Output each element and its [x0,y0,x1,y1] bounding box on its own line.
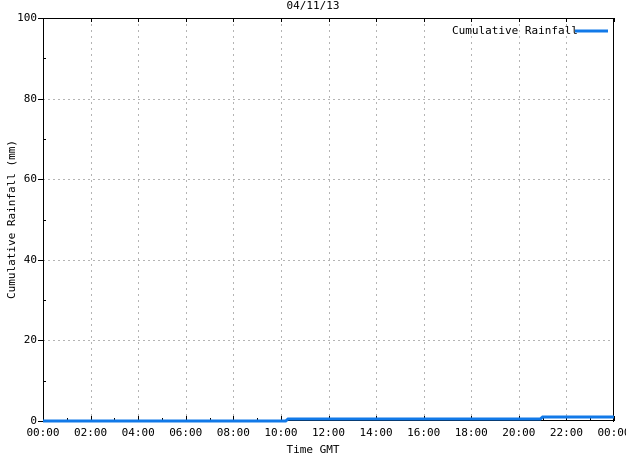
x-tick-label: 10:00 [264,426,298,439]
x-tick-label: 18:00 [454,426,488,439]
x-axis-label: Time GMT [286,443,340,456]
x-tick-label: 04:00 [121,426,155,439]
y-tick-label: 40 [23,252,37,266]
x-tick-label: 16:00 [407,426,441,439]
legend-entry-cumulative-rainfall: Cumulative Rainfall [452,24,578,37]
data-series-line-0 [43,415,614,423]
y-tick-label: 80 [23,91,37,105]
y-tick-label: 0 [30,414,37,427]
x-tick-label: 08:00 [216,426,250,439]
x-tick-label: 06:00 [169,426,203,439]
x-tick-label: 20:00 [502,426,536,439]
x-tick-label: 02:00 [74,426,108,439]
y-tick-label: 60 [23,172,37,186]
data-series-group [43,415,614,423]
grid-lines [43,18,614,421]
y-axis-label: Cumulative Rainfall (mm) [5,139,18,299]
x-tick-label: 12:00 [311,426,346,439]
x-tick-label: 22:00 [549,426,583,439]
plot-frame [43,18,614,421]
y-tick-label: 20 [23,333,37,347]
axis-ticks [38,18,615,422]
x-tick-label: 00:00 [597,426,626,439]
chart-title: 04/11/13 [286,0,340,12]
x-tick-label: 14:00 [359,426,393,439]
y-tick-label: 100 [17,11,37,24]
x-tick-label: 00:00 [26,426,60,439]
